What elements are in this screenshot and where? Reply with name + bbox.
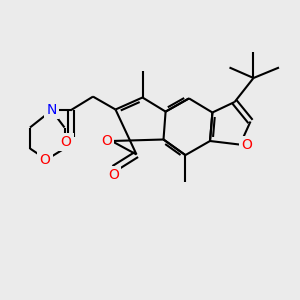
Text: O: O <box>61 135 71 149</box>
Text: N: N <box>46 103 57 117</box>
Text: O: O <box>241 138 252 152</box>
Text: O: O <box>108 168 119 182</box>
Text: O: O <box>40 153 50 166</box>
Text: O: O <box>101 134 112 148</box>
